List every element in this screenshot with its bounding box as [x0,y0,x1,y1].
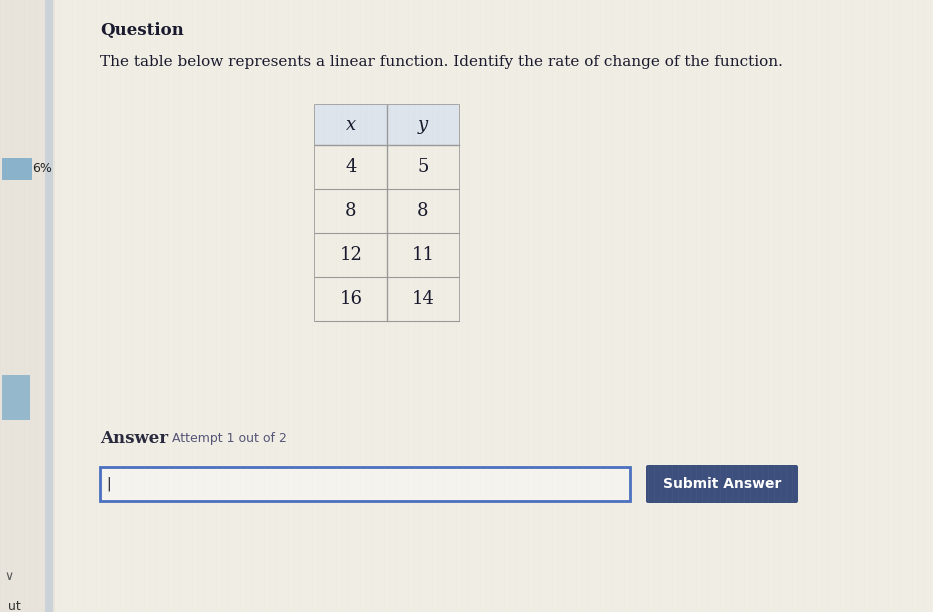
Bar [2,158,32,180]
Text: 16: 16 [340,290,363,308]
Text: x: x [346,116,356,134]
Text: 8: 8 [345,202,356,220]
Bar [0,0,55,612]
Text: 6%: 6% [32,162,52,174]
Text: 11: 11 [411,246,435,264]
Bar [315,189,459,233]
Text: Attempt 1 out of 2: Attempt 1 out of 2 [172,432,286,445]
Text: Question: Question [100,22,184,39]
Bar [315,233,459,277]
FancyBboxPatch shape [646,465,798,503]
Text: 4: 4 [345,158,356,176]
Bar [315,105,459,321]
Text: 5: 5 [417,158,428,176]
Bar [315,277,459,321]
Bar [2,375,30,420]
Text: y: y [418,116,428,134]
Bar [100,467,630,501]
Bar [45,0,53,612]
Bar [315,105,459,145]
Text: ∨: ∨ [4,570,13,583]
Text: Submit Answer: Submit Answer [662,477,781,491]
Bar [315,145,459,189]
Text: 12: 12 [340,246,362,264]
Text: Answer: Answer [100,430,168,447]
Text: |: | [106,477,111,491]
Text: The table below represents a linear function. Identify the rate of change of the: The table below represents a linear func… [100,55,783,69]
Text: ut: ut [8,600,21,612]
Text: 8: 8 [417,202,429,220]
Text: 14: 14 [411,290,435,308]
